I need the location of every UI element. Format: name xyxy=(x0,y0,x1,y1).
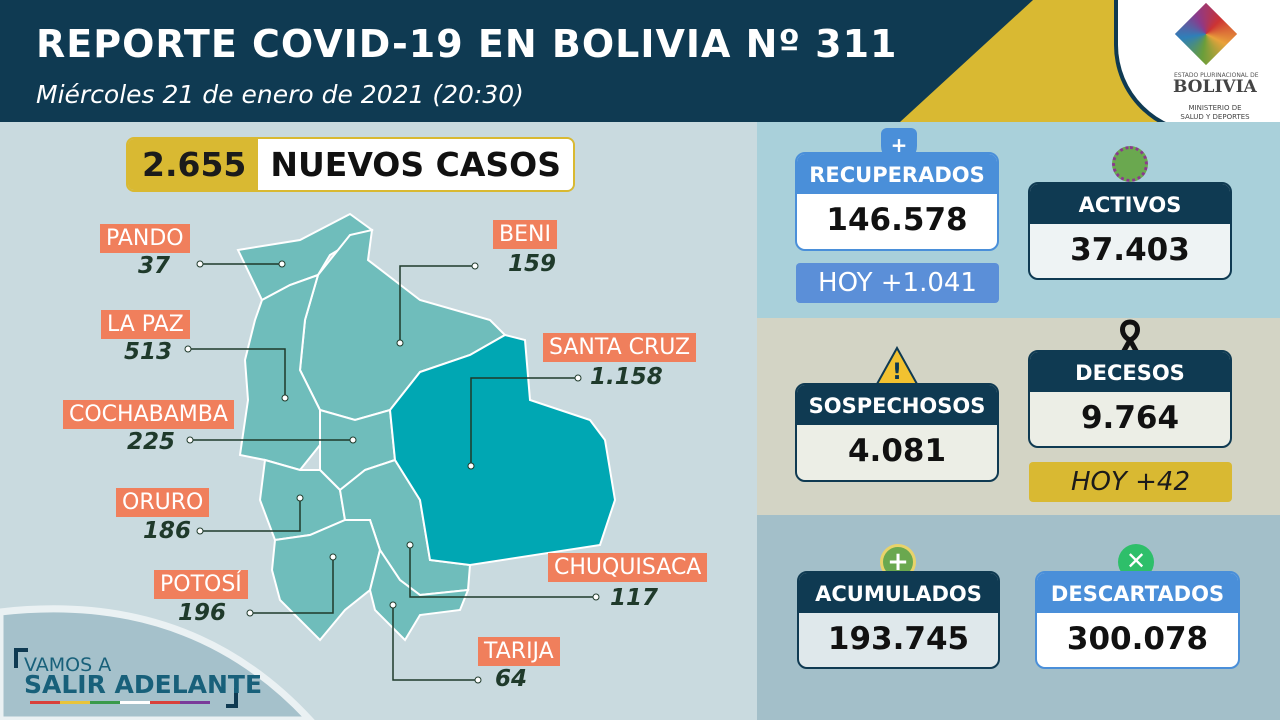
slogan-line2: SALIR ADELANTE xyxy=(24,670,263,699)
dept-value-pando: 37 xyxy=(138,253,171,279)
decesos-value: 9.764 xyxy=(1080,400,1180,436)
slogan-brackets xyxy=(14,648,238,708)
decesos-card: DECESOS 9.764 xyxy=(1028,350,1232,448)
dept-label-pando: PANDO xyxy=(100,224,190,253)
acumulados-value: 193.745 xyxy=(827,621,970,657)
logo-line1: ESTADO PLURINACIONAL DE xyxy=(1174,72,1259,79)
descartados-label: DESCARTADOS xyxy=(1037,573,1238,613)
svg-text:!: ! xyxy=(892,360,902,385)
sospechosos-card: SOSPECHOSOS 4.081 xyxy=(795,383,999,482)
dept-label-cochabamba: COCHABAMBA xyxy=(63,400,234,429)
slogan-line1: VAMOS A xyxy=(24,654,112,676)
dept-label-tarija: TARIJA xyxy=(478,637,560,666)
decesos-label: DECESOS xyxy=(1030,352,1230,392)
acumulados-label: ACUMULADOS xyxy=(799,573,998,613)
new-cases-banner: 2.655 NUEVOS CASOS xyxy=(126,137,575,192)
warning-icon: ! xyxy=(875,346,919,385)
dept-label-la-paz: LA PAZ xyxy=(101,310,190,339)
region-potosi xyxy=(270,519,382,642)
dept-value-oruro: 186 xyxy=(143,518,192,544)
decorative-arc xyxy=(0,605,315,720)
recuperados-value: 146.578 xyxy=(826,202,968,238)
dept-label-beni: BENI xyxy=(493,220,557,249)
region-santa-cruz xyxy=(388,333,617,567)
page-title: REPORTE COVID-19 EN BOLIVIA Nº 311 xyxy=(36,22,898,66)
sospechosos-label: SOSPECHOSOS xyxy=(797,385,997,425)
sospechosos-value: 4.081 xyxy=(847,433,947,469)
region-tarija xyxy=(368,547,470,642)
new-cases-count: 2.655 xyxy=(128,139,259,190)
descartados-value: 300.078 xyxy=(1066,621,1209,657)
dept-value-santa-cruz: 1.158 xyxy=(590,364,663,390)
virus-icon xyxy=(1112,146,1148,182)
dept-value-beni: 159 xyxy=(508,251,557,277)
mosaic-emblem-icon xyxy=(1174,2,1238,66)
dept-value-potosi: 196 xyxy=(178,600,227,626)
activos-card: ACTIVOS 37.403 xyxy=(1028,182,1232,280)
logo-line2: BOLIVIA xyxy=(1173,77,1257,97)
dept-value-la-paz: 513 xyxy=(124,339,173,365)
descartados-card: DESCARTADOS 300.078 xyxy=(1035,571,1240,669)
dept-label-oruro: ORURO xyxy=(116,488,210,517)
dept-value-cochabamba: 225 xyxy=(127,429,176,455)
dept-value-chuquisaca: 117 xyxy=(610,585,659,611)
new-cases-label: NUEVOS CASOS xyxy=(258,139,573,190)
decesos-today: HOY +42 xyxy=(1029,462,1232,502)
recuperados-today: HOY +1.041 xyxy=(796,263,999,303)
dept-value-tarija: 64 xyxy=(495,666,528,692)
dept-label-santa-cruz: SANTA CRUZ xyxy=(543,333,697,362)
activos-label: ACTIVOS xyxy=(1030,184,1230,224)
region-la-paz xyxy=(238,273,321,472)
recuperados-label: RECUPERADOS xyxy=(797,154,997,194)
activos-value: 37.403 xyxy=(1070,232,1190,268)
bolivia-map xyxy=(0,212,617,720)
logo-line3: MINISTERIO DE SALUD Y DEPORTES xyxy=(1180,104,1250,121)
dept-label-potosi: POTOSÍ xyxy=(154,570,248,599)
slogan-logo: VAMOS A SALIR ADELANTE xyxy=(14,648,262,710)
acumulados-card: ACUMULADOS 193.745 xyxy=(797,571,1000,669)
dept-label-chuquisaca: CHUQUISACA xyxy=(548,553,708,582)
report-date: Miércoles 21 de enero de 2021 (20:30) xyxy=(36,80,524,109)
recuperados-card: RECUPERADOS 146.578 xyxy=(795,152,999,251)
plus-circle-icon: + xyxy=(880,544,916,580)
